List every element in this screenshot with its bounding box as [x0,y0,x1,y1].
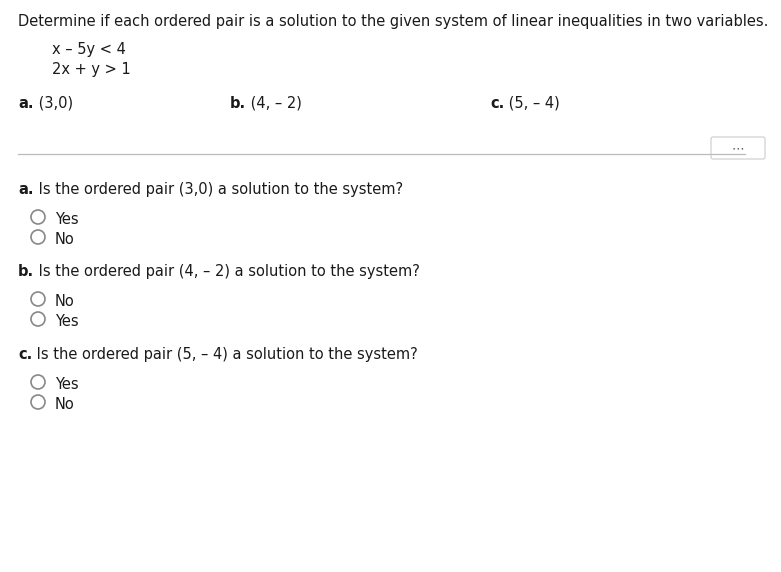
Text: Is the ordered pair (4, – 2) a solution to the system?: Is the ordered pair (4, – 2) a solution … [34,264,420,279]
Text: Is the ordered pair (3,0) a solution to the system?: Is the ordered pair (3,0) a solution to … [34,182,403,197]
Text: b.: b. [18,264,34,279]
Text: a.: a. [18,96,34,111]
Text: (3,0): (3,0) [34,96,73,111]
Text: No: No [55,232,75,247]
Text: No: No [55,294,75,309]
Text: Yes: Yes [55,377,79,392]
Text: c.: c. [490,96,505,111]
Text: (5, – 4): (5, – 4) [505,96,560,111]
Text: ⋯: ⋯ [732,142,744,156]
Text: b.: b. [230,96,246,111]
Text: Yes: Yes [55,212,79,227]
Text: Is the ordered pair (5, – 4) a solution to the system?: Is the ordered pair (5, – 4) a solution … [32,347,418,362]
Text: 2x + y > 1: 2x + y > 1 [52,62,130,77]
Text: x – 5y < 4: x – 5y < 4 [52,42,126,57]
Text: (4, – 2): (4, – 2) [246,96,302,111]
Text: c.: c. [18,347,32,362]
FancyBboxPatch shape [711,137,765,159]
Text: Determine if each ordered pair is a solution to the given system of linear inequ: Determine if each ordered pair is a solu… [18,14,769,29]
Text: Yes: Yes [55,314,79,329]
Text: No: No [55,397,75,412]
Text: a.: a. [18,182,34,197]
